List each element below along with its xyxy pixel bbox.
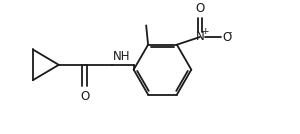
Text: NH: NH [112, 50, 130, 63]
Text: O: O [222, 31, 231, 44]
Text: O: O [195, 2, 205, 15]
Text: +: + [201, 27, 208, 36]
Text: -: - [228, 28, 231, 37]
Text: O: O [80, 90, 89, 103]
Text: N: N [196, 29, 204, 42]
